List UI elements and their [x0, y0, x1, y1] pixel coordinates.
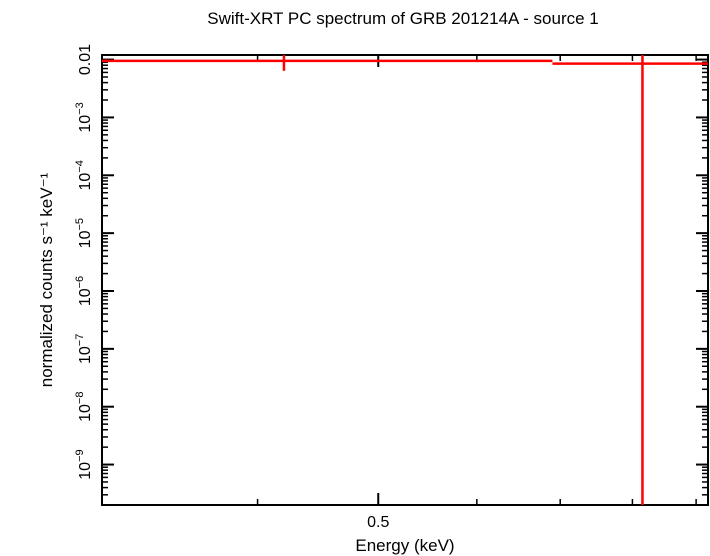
x-tick-label: 0.5 [367, 514, 389, 531]
y-tick-label-base: 10 [77, 115, 94, 133]
y-tick-label: 10−5 [74, 218, 94, 248]
y-tick-label: 0.01 [77, 44, 94, 75]
y-tick-label-exp: −9 [74, 449, 86, 462]
y-tick-label-base: 10 [77, 230, 94, 248]
y-tick-label-base: 10 [77, 288, 94, 306]
y-tick-label: 10−6 [74, 276, 94, 306]
y-tick-label-base: 10 [77, 173, 94, 191]
y-tick-label-base: 10 [77, 346, 94, 364]
y-tick-label: 10−8 [74, 392, 94, 422]
y-tick-label: 10−7 [74, 334, 94, 364]
data-series [102, 55, 708, 505]
y-tick-label-base: 10 [77, 462, 94, 480]
plot-frame [101, 54, 709, 506]
x-axis-label: Energy (keV) [355, 536, 454, 555]
y-tick-label-exp: −6 [74, 276, 86, 289]
y-axis-label: normalized counts s⁻¹ keV⁻¹ [37, 172, 56, 387]
y-tick-label-exp: −7 [74, 334, 86, 347]
y-tick-label-exp: −4 [74, 160, 86, 173]
y-tick-label: 10−4 [74, 160, 94, 190]
chart-title: Swift-XRT PC spectrum of GRB 201214A - s… [207, 9, 598, 28]
y-tick-label: 10−9 [74, 449, 94, 479]
y-tick-label-base: 10 [77, 404, 94, 422]
y-tick-label-exp: −5 [74, 218, 86, 231]
y-tick-label: 10−3 [74, 102, 94, 132]
y-tick-label-exp: −8 [74, 392, 86, 405]
y-tick-label-exp: −3 [74, 102, 86, 115]
